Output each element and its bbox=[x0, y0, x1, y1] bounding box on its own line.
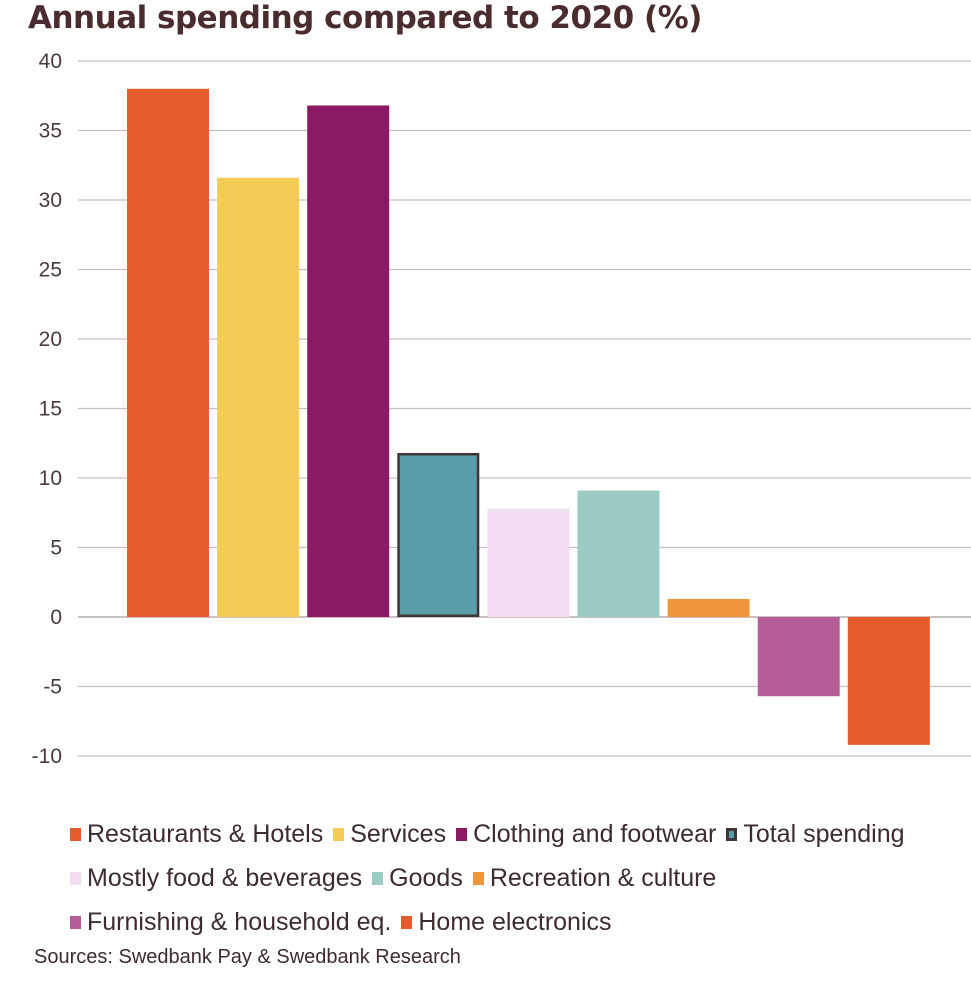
y-tick-label: 40 bbox=[39, 50, 62, 73]
legend-item: Clothing and footwear bbox=[456, 820, 716, 849]
legend-swatch bbox=[472, 871, 484, 885]
legend-item: Home electronics bbox=[401, 907, 612, 937]
legend-item: Mostly food & beverages bbox=[70, 864, 362, 893]
legend-label: Home electronics bbox=[418, 907, 612, 936]
legend-row: Mostly food & beverages Goods Recreation &… bbox=[70, 856, 970, 900]
bar bbox=[577, 490, 660, 617]
legend-item: Total spending bbox=[726, 819, 905, 849]
legend-label: Restaurants & Hotels bbox=[87, 819, 324, 848]
legend-swatch bbox=[333, 827, 345, 841]
y-tick-label: 25 bbox=[39, 259, 62, 282]
y-tick-label: -10 bbox=[32, 745, 62, 768]
legend-item: Recreation & culture bbox=[472, 863, 717, 893]
y-tick-label: 10 bbox=[39, 467, 62, 490]
legend-row: Furnishing & household eq. Home electroni… bbox=[70, 900, 970, 944]
legend-swatch bbox=[372, 871, 384, 885]
legend-item: Goods bbox=[372, 864, 463, 893]
legend-item: Furnishing & household eq. bbox=[70, 908, 391, 937]
legend-swatch bbox=[70, 871, 81, 885]
bar bbox=[127, 88, 209, 618]
legend-label: Clothing and footwear bbox=[473, 819, 717, 848]
bar bbox=[217, 177, 300, 617]
bar bbox=[757, 617, 840, 697]
bar-chart: 40 35 30 25 20 15 10 5 0 -5 -10 bbox=[32, 50, 971, 768]
legend-swatch bbox=[456, 827, 468, 841]
y-tick-label: 0 bbox=[50, 606, 62, 629]
legend-label: Furnishing & household eq. bbox=[87, 907, 392, 936]
legend: Restaurants & Hotels Services Clothing and… bbox=[70, 812, 970, 944]
y-tick-label: 5 bbox=[50, 537, 62, 560]
bar bbox=[307, 105, 390, 617]
legend-swatch bbox=[70, 827, 81, 841]
legend-swatch bbox=[70, 915, 81, 929]
chart-title: Annual spending compared to 2020 (%) bbox=[28, 0, 702, 36]
y-tick-label: 15 bbox=[39, 398, 62, 421]
legend-label: Recreation & culture bbox=[489, 863, 717, 892]
legend-swatch bbox=[726, 827, 738, 841]
legend-swatch bbox=[401, 915, 413, 929]
legend-label: Goods bbox=[389, 863, 463, 892]
y-tick-label: 20 bbox=[39, 328, 62, 351]
bar bbox=[487, 508, 570, 617]
legend-row: Restaurants & Hotels Services Clothing and… bbox=[70, 812, 970, 856]
legend-label: Mostly food & beverages bbox=[87, 863, 363, 892]
bar bbox=[667, 598, 750, 617]
legend-label: Total spending bbox=[743, 819, 905, 848]
legend-label: Services bbox=[350, 819, 447, 848]
legend-item: Restaurants & Hotels bbox=[70, 820, 323, 849]
y-tick-label: -5 bbox=[43, 676, 62, 699]
y-tick-label: 35 bbox=[39, 120, 62, 143]
source-note: Sources: Swedbank Pay & Swedbank Researc… bbox=[34, 946, 461, 968]
y-tick-label: 30 bbox=[39, 189, 62, 212]
legend-item: Services bbox=[333, 820, 446, 849]
bar bbox=[847, 617, 930, 745]
bar bbox=[397, 452, 480, 618]
